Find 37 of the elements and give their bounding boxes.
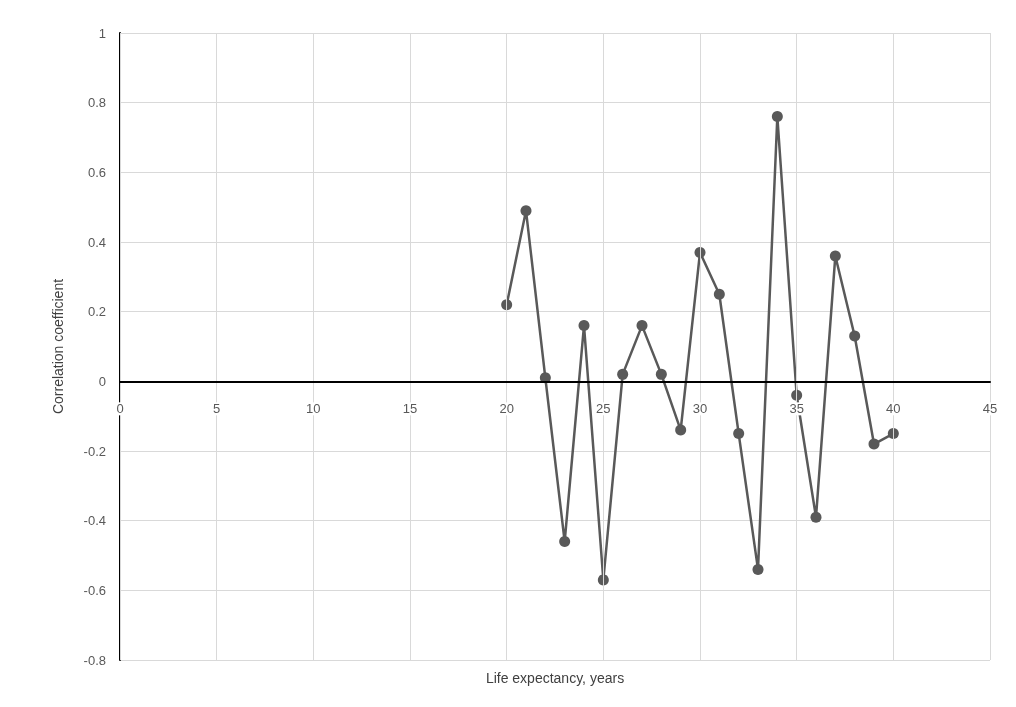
x-tick-label: 5 [213,401,221,417]
x-tick-label: 45 [982,401,998,417]
y-tick-label: 0.2 [87,304,106,320]
x-tick-label: 25 [596,401,611,417]
point [655,368,667,380]
point [617,368,629,380]
y-tick-label: -0.6 [83,582,106,598]
x-tick-label: 0 [116,401,124,417]
point [771,111,783,123]
y-tick-label: 0 [98,373,106,389]
point [868,438,880,450]
x-tick-label: 15 [402,401,418,417]
point [733,428,745,440]
point [559,536,571,548]
y-tick-label: 1 [98,25,106,41]
point [752,563,764,575]
y-axis-title: Correlation coefficient [50,278,66,415]
point [675,424,687,436]
x-axis-title: Life expectancy, years [485,670,625,686]
point [810,511,822,523]
point [636,320,648,332]
y-tick-label: -0.8 [83,652,106,668]
point [849,330,861,342]
x-tick-label: 30 [692,401,708,417]
y-tick-label: 0.6 [87,164,106,180]
y-tick-label: -0.2 [83,443,106,459]
x-tick-label: 35 [789,401,804,417]
x-tick-label: 20 [499,401,514,417]
point [578,320,590,332]
point [713,288,725,300]
x-tick-label: 10 [306,401,321,417]
y-tick-label: 0.8 [87,95,106,111]
point [829,250,841,262]
y-tick-label: -0.4 [83,513,106,529]
x-tick-label: 40 [886,401,901,417]
point [520,205,532,217]
y-tick-label: 0.4 [87,234,106,250]
